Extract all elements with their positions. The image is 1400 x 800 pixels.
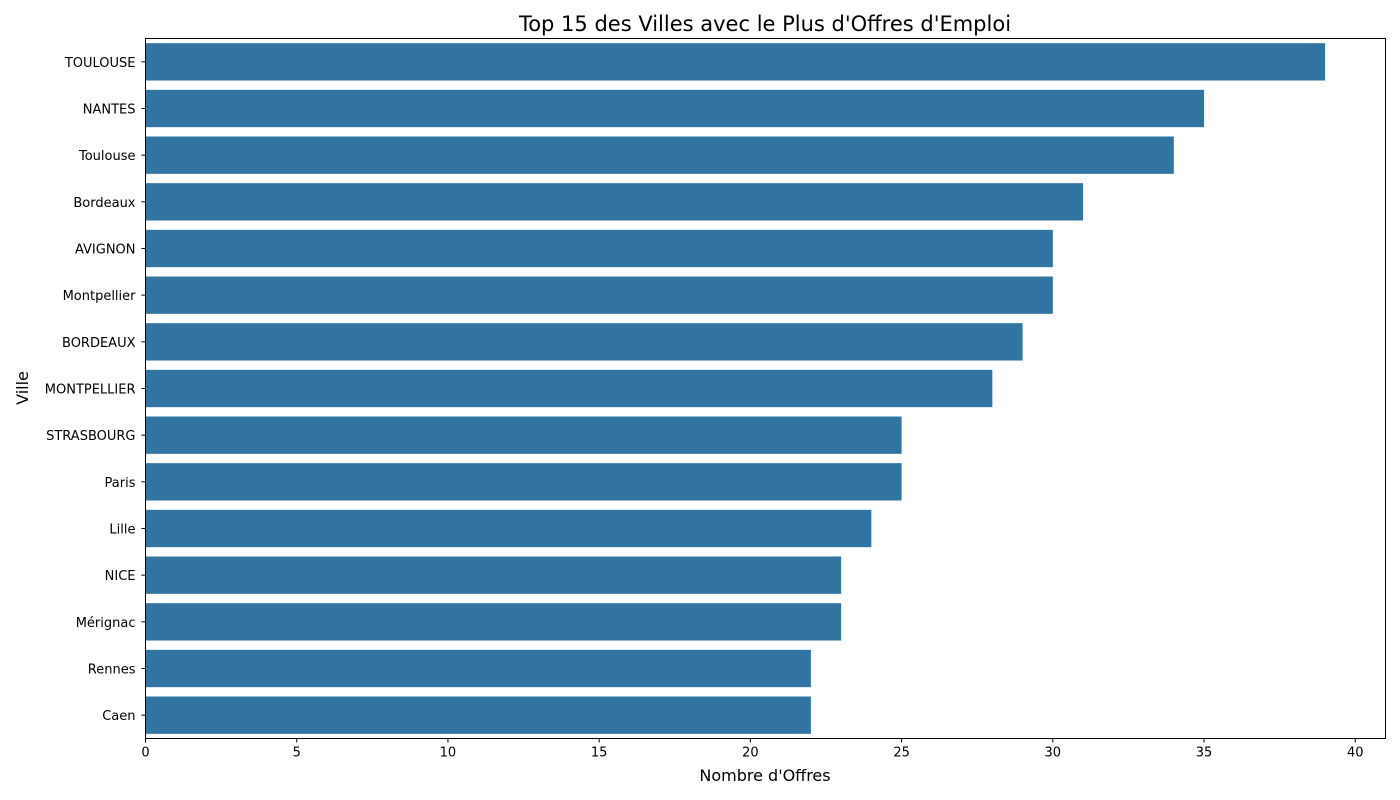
bar-1 — [145, 89, 1205, 128]
y-tick-label-3: Bordeaux — [73, 196, 135, 211]
bar-0 — [145, 43, 1326, 81]
bar-12 — [145, 603, 842, 641]
x-tick-label-2: 10 — [440, 746, 457, 761]
y-tick-label-14: Caen — [102, 709, 135, 724]
y-tick-label-12: Mérignac — [76, 616, 136, 631]
bars — [145, 43, 1326, 734]
x-tick-label-6: 30 — [1045, 746, 1062, 761]
bar-14 — [145, 696, 811, 734]
x-axis-label: Nombre d'Offres — [699, 766, 830, 785]
bar-2 — [145, 136, 1174, 174]
y-tick-label-11: NICE — [105, 569, 136, 584]
bar-3 — [145, 183, 1084, 221]
bar-6 — [145, 323, 1023, 361]
plot-frame — [145, 38, 1386, 739]
y-tick-label-5: Montpellier — [63, 289, 137, 304]
x-tick-label-0: 0 — [141, 746, 149, 761]
x-tick-label-1: 5 — [293, 746, 301, 761]
x-tick-label-7: 35 — [1196, 746, 1213, 761]
y-tick-label-7: MONTPELLIER — [45, 383, 136, 398]
bar-5 — [145, 276, 1053, 314]
x-axis-ticks: 0 5 10 15 20 25 30 35 40 — [141, 738, 1364, 761]
y-tick-label-8: STRASBOURG — [46, 429, 135, 444]
y-tick-label-4: AVIGNON — [75, 243, 136, 258]
bar-7 — [145, 369, 993, 408]
y-tick-label-2: Toulouse — [78, 149, 136, 164]
bar-8 — [145, 416, 902, 454]
y-tick-label-1: NANTES — [83, 103, 136, 118]
bar-10 — [145, 509, 872, 548]
y-tick-label-0: TOULOUSE — [64, 56, 136, 71]
y-axis-ticks: TOULOUSE NANTES Toulouse Bordeaux AVIGNON Mon… — [45, 56, 146, 724]
x-tick-label-8: 40 — [1347, 746, 1364, 761]
x-tick-label-5: 25 — [893, 746, 910, 761]
y-tick-label-10: Lille — [109, 523, 135, 538]
bar-4 — [145, 229, 1053, 268]
y-axis-label: Ville — [13, 371, 32, 405]
bar-11 — [145, 556, 842, 594]
x-tick-label-3: 15 — [591, 746, 608, 761]
x-tick-label-4: 20 — [742, 746, 759, 761]
y-tick-label-6: BORDEAUX — [62, 336, 136, 351]
y-tick-label-9: Paris — [105, 476, 136, 491]
chart-title: Top 15 des Villes avec le Plus d'Offres … — [518, 12, 1011, 36]
bar-13 — [145, 649, 811, 688]
y-tick-label-13: Rennes — [88, 663, 136, 678]
bar-9 — [145, 463, 902, 501]
